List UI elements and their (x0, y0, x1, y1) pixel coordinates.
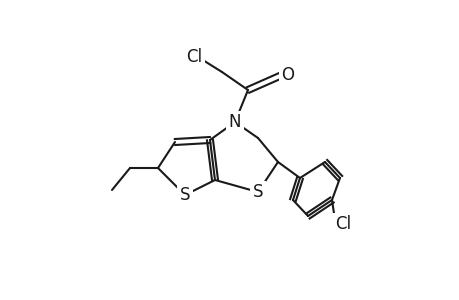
Text: S: S (252, 183, 263, 201)
Text: Cl: Cl (185, 48, 202, 66)
Text: Cl: Cl (334, 215, 350, 233)
Text: O: O (281, 66, 294, 84)
Text: S: S (179, 186, 190, 204)
Text: N: N (228, 113, 241, 131)
